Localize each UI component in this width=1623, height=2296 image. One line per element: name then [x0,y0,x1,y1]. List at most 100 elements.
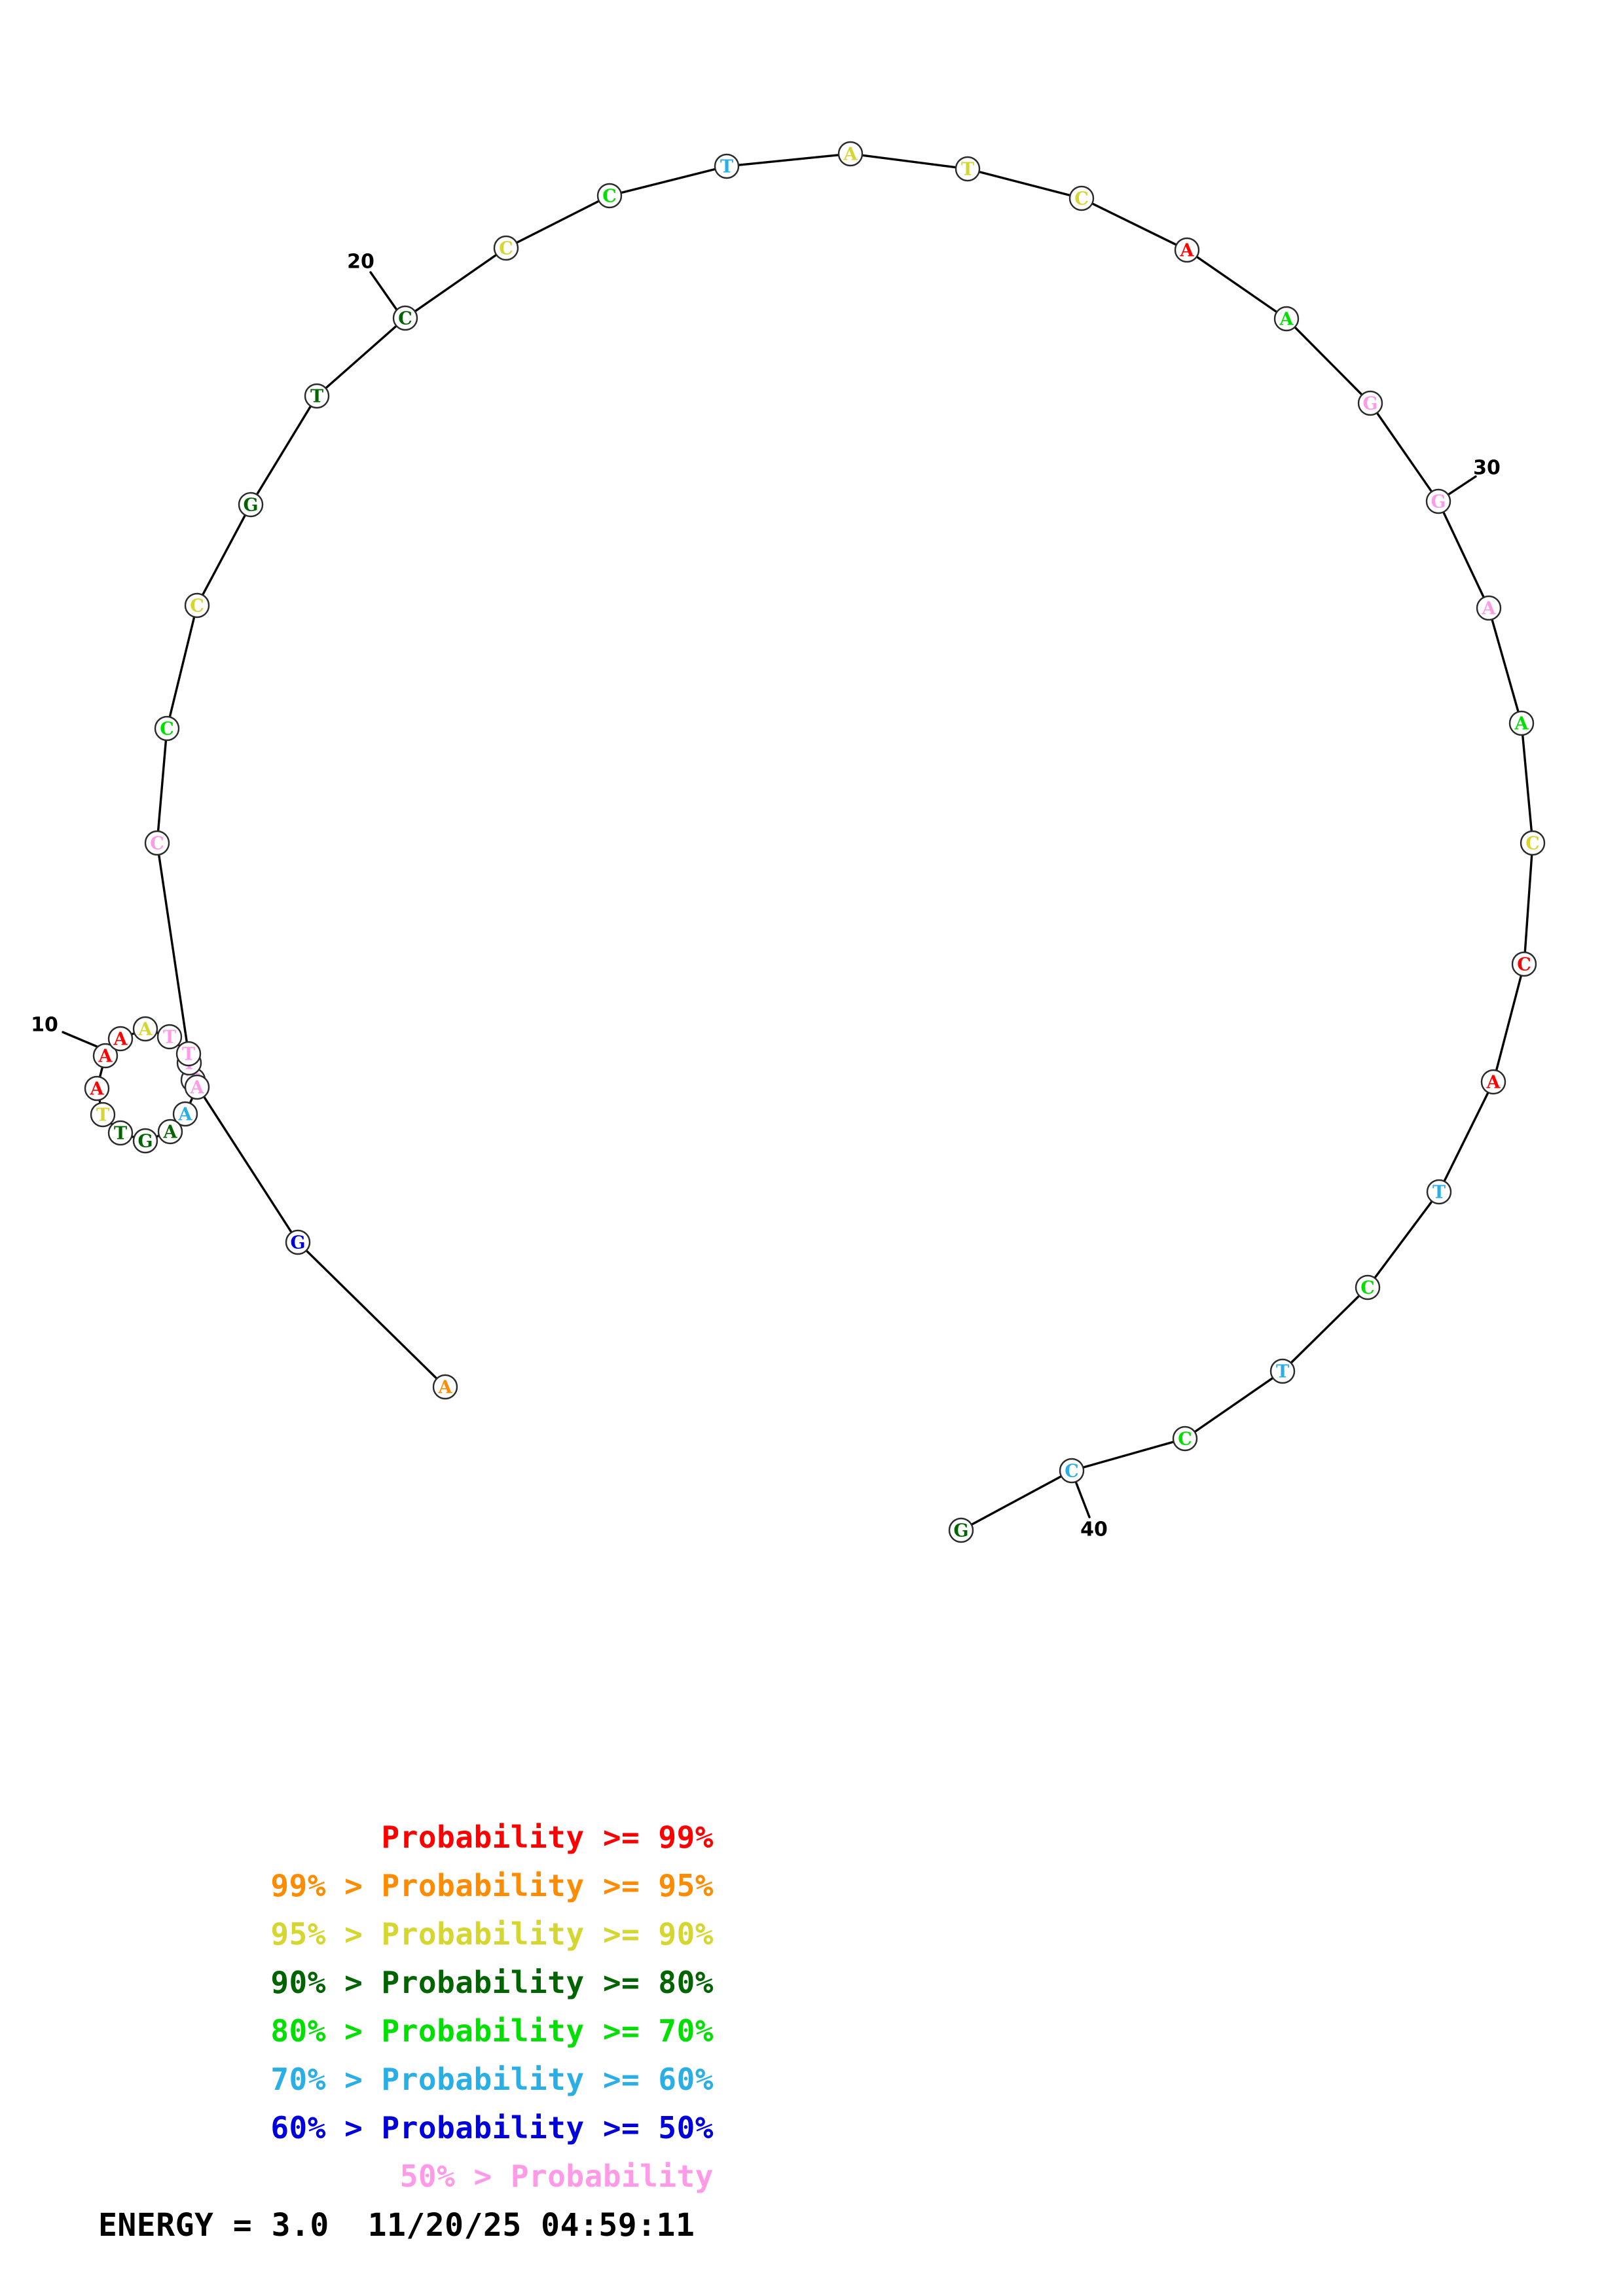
legend-row: 50% > Probability [399,2159,714,2194]
base-letter: T [961,160,974,180]
structure-diagram-panel: AGTTAAAGTTAAAATTCCCCGTCCTATCAAGGAACCATCT… [31,141,1546,1543]
base-node[interactable]: A [1508,710,1535,736]
base-circle [175,1041,202,1067]
base-node[interactable]: T [90,1102,116,1128]
base-node[interactable]: A [92,1043,119,1069]
base-letter: C [1065,1462,1079,1482]
base-node[interactable]: C [1172,1426,1198,1452]
base-node[interactable]: C [1059,1458,1085,1484]
base-node[interactable]: G [132,1128,158,1154]
base-letter: A [438,1378,453,1398]
legend-row: 80% > Probability >= 70% [270,2013,714,2049]
legend-row: 90% > Probability >= 80% [270,1965,714,2000]
base-letter: T [1276,1362,1289,1382]
legend-row: 60% > Probability >= 50% [270,2110,714,2145]
base-node[interactable]: A [1476,595,1502,621]
base-node[interactable]: T [107,1120,134,1146]
base-node[interactable]: T [1269,1358,1296,1384]
base-letter: C [398,309,412,329]
base-node[interactable]: G [285,1229,311,1255]
base-circle [132,1128,158,1154]
base-letter: A [178,1105,193,1125]
base-node[interactable]: T [955,156,981,182]
base-node[interactable]: C [184,592,210,619]
base-node[interactable]: C [392,305,418,331]
base-letter: C [1178,1429,1192,1450]
position-tick-line [369,271,402,317]
position-number-label: 40 [1080,1518,1108,1541]
base-node[interactable]: A [184,1074,210,1100]
base-letter: A [90,1079,105,1100]
base-node[interactable]: A [1273,306,1300,332]
base-node[interactable]: A [107,1026,134,1052]
base-letter: A [163,1122,178,1143]
base-circle [493,235,519,261]
base-node[interactable]: A [84,1075,110,1102]
base-circle [1172,1426,1198,1452]
base-circle [1480,1069,1506,1095]
base-node[interactable]: A [1480,1069,1506,1095]
base-circle [144,830,170,856]
base-node[interactable]: T [1426,1179,1452,1205]
base-node[interactable]: C [1511,951,1537,977]
base-circle [1426,1179,1452,1205]
base-node[interactable]: A [172,1101,198,1127]
base-letter: A [190,1078,205,1098]
base-node[interactable]: C [1520,830,1546,856]
base-letter: G [243,495,258,516]
base-node[interactable]: A [157,1119,183,1145]
base-node[interactable]: C [596,183,623,209]
base-node[interactable]: G [1357,390,1383,416]
base-node[interactable]: C [154,715,180,742]
base-circle [1520,830,1546,856]
base-node[interactable]: A [132,1016,158,1042]
base-node[interactable]: G [1425,488,1451,514]
base-node[interactable]: G [948,1517,974,1543]
base-letter: T [720,157,733,177]
base-node[interactable]: T [175,1041,202,1067]
base-circle [1068,185,1095,211]
base-letter: C [150,834,164,854]
base-circle [184,592,210,619]
base-letter: T [1432,1183,1446,1203]
base-circle [1174,237,1200,263]
base-node[interactable]: T [304,383,330,409]
base-letter: C [1517,955,1531,975]
base-node[interactable]: A [432,1374,458,1400]
base-circle [184,1074,210,1100]
base-circle [948,1517,974,1543]
base-letter: T [182,1045,195,1065]
base-circle [1059,1458,1085,1484]
base-letter: T [96,1105,109,1126]
base-node[interactable]: G [238,492,264,518]
legend-row: 70% > Probability >= 60% [270,2062,714,2097]
position-number-label: 10 [31,1014,58,1037]
base-circle [84,1075,110,1102]
base-node[interactable]: A [837,141,864,167]
base-letter: A [843,145,858,165]
base-node[interactable]: C [144,830,170,856]
base-circle [955,156,981,182]
base-letter: A [1486,1073,1501,1093]
base-letter: T [163,1028,176,1048]
base-circle [154,715,180,742]
base-node[interactable]: A [1174,237,1200,263]
base-circle [432,1374,458,1400]
energy-timestamp-label: ENERGY = 3.0 11/20/25 04:59:11 [98,2207,695,2244]
legend-row: 95% > Probability >= 90% [270,1916,714,1952]
base-node[interactable]: C [1068,185,1095,211]
base-circle [132,1016,158,1042]
base-node[interactable]: T [156,1024,183,1050]
base-circle [285,1229,311,1255]
base-node[interactable]: T [714,153,740,179]
base-letter: A [1514,714,1529,734]
base-circle [1511,951,1537,977]
base-node[interactable]: C [1355,1274,1381,1300]
base-circle [157,1119,183,1145]
base-circle [1357,390,1383,416]
position-label-group: 10 20 30 40 [31,251,1501,1541]
base-letter: G [953,1521,968,1541]
base-circle [90,1102,116,1128]
base-letter: C [190,596,204,617]
base-node[interactable]: C [493,235,519,261]
